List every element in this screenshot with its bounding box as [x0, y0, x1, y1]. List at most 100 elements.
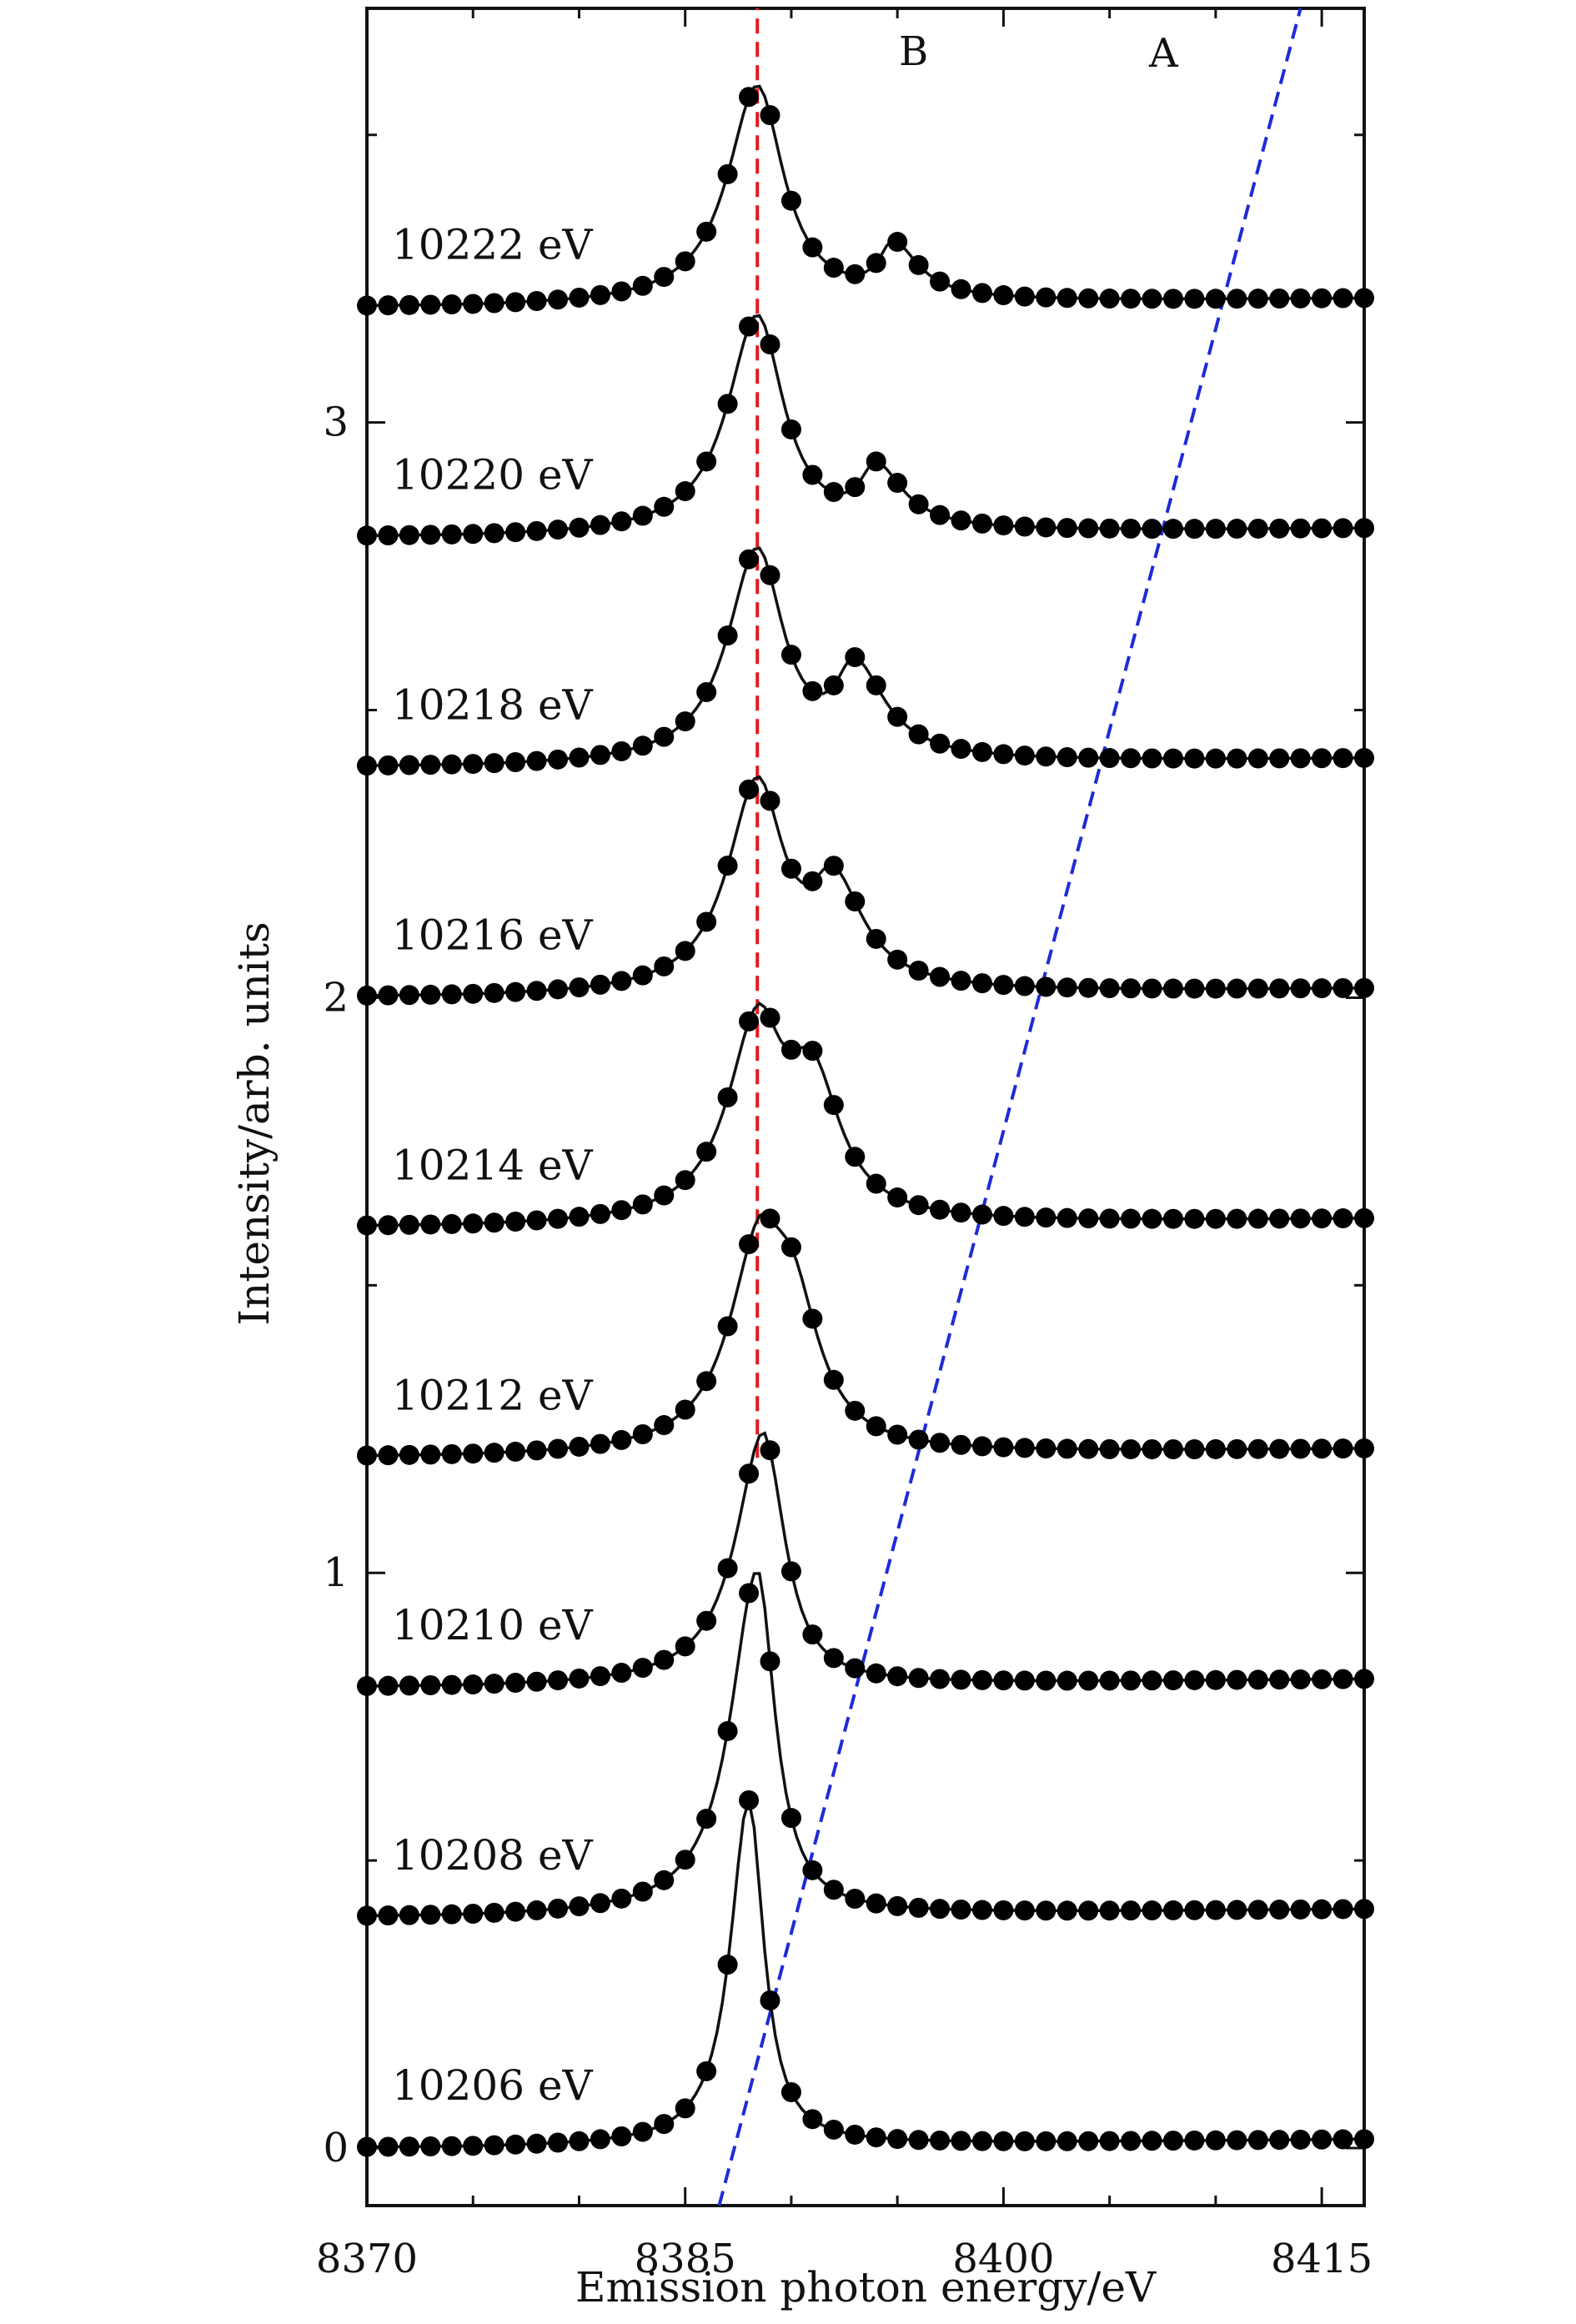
data-point: [632, 275, 653, 296]
data-point: [654, 1415, 675, 1436]
data-point: [611, 1888, 632, 1909]
data-point: [420, 755, 441, 776]
data-point: [357, 1905, 377, 1926]
data-point: [611, 1429, 632, 1450]
data-point: [1162, 1439, 1183, 1460]
data-point: [1162, 978, 1183, 999]
data-point: [632, 505, 653, 526]
data-point: [1269, 518, 1290, 539]
data-point: [866, 1893, 886, 1914]
data-point: [1290, 1899, 1311, 1920]
data-point: [378, 295, 399, 316]
data-point: [1205, 1900, 1226, 1920]
data-point: [1290, 288, 1311, 309]
data-point: [1014, 2131, 1035, 2151]
data-point: [675, 2098, 695, 2119]
data-point: [802, 1041, 823, 1062]
data-point: [866, 451, 886, 472]
data-point: [971, 2131, 992, 2151]
y-tick-label: 0: [323, 2125, 349, 2171]
data-point: [1290, 518, 1311, 539]
reference-line-a: [717, 8, 1302, 2206]
data-point: [441, 524, 462, 545]
data-point: [548, 1208, 569, 1229]
data-point: [1205, 2130, 1226, 2151]
data-point: [399, 985, 419, 1006]
data-point: [1205, 978, 1226, 999]
data-point: [1078, 1438, 1099, 1459]
data-point: [590, 2129, 610, 2150]
data-point: [908, 961, 929, 981]
data-point: [1078, 1900, 1099, 1921]
data-point: [569, 1207, 590, 1227]
data-point: [441, 294, 462, 314]
data-point: [1036, 746, 1057, 767]
data-point: [1078, 977, 1099, 998]
data-point: [1227, 1669, 1247, 1690]
x-axis-label: Emission photon energy/eV: [575, 2263, 1157, 2311]
data-point: [971, 1204, 992, 1225]
data-point: [1227, 2130, 1247, 2151]
data-point: [548, 2132, 569, 2153]
data-point: [526, 1210, 547, 1231]
data-point: [675, 711, 695, 732]
data-point: [739, 87, 760, 108]
data-point: [930, 733, 951, 754]
data-point: [1227, 519, 1247, 540]
data-point: [1247, 289, 1268, 309]
data-point: [505, 522, 526, 543]
data-point: [675, 1399, 695, 1420]
data-point: [1333, 748, 1353, 769]
data-point: [1290, 1208, 1311, 1229]
data-point: [632, 1881, 653, 1902]
data-point: [951, 971, 971, 991]
data-point: [378, 525, 399, 546]
series-label: 10210 eV: [392, 1601, 594, 1649]
data-point: [1014, 516, 1035, 537]
data-point: [971, 1669, 992, 1690]
data-point: [357, 985, 377, 1006]
y-tick-label: 1: [323, 1549, 349, 1596]
data-point: [993, 285, 1014, 306]
data-point: [441, 2136, 462, 2156]
data-point: [590, 1203, 610, 1224]
data-point: [951, 1434, 971, 1455]
data-point: [760, 334, 780, 355]
data-point: [1057, 2131, 1077, 2151]
series-label: 10206 eV: [392, 2061, 594, 2110]
data-point: [802, 1624, 823, 1645]
data-point: [1057, 1438, 1077, 1459]
data-point: [548, 520, 569, 540]
data-point: [717, 1316, 738, 1337]
data-point: [590, 514, 610, 535]
data-point: [1354, 518, 1374, 539]
data-point: [484, 523, 504, 544]
data-point: [1057, 1670, 1077, 1691]
y-tick-label: 3: [323, 399, 349, 446]
y-tick-label: 2: [323, 974, 349, 1021]
data-point: [1121, 519, 1142, 540]
data-point: [739, 549, 760, 570]
data-point: [441, 1443, 462, 1464]
data-point: [1269, 1438, 1290, 1459]
data-point: [1269, 1208, 1290, 1229]
data-point: [1205, 289, 1226, 309]
data-point: [908, 1897, 929, 1918]
data-point: [1247, 1438, 1268, 1459]
data-point: [930, 966, 951, 987]
data-point: [654, 496, 675, 517]
data-point: [378, 755, 399, 776]
data-point: [1014, 1900, 1035, 1921]
series-label: 10220 eV: [392, 451, 594, 499]
data-point: [908, 1429, 929, 1450]
data-point: [1354, 1899, 1374, 1920]
data-point: [569, 747, 590, 768]
data-point: [654, 267, 675, 288]
data-point: [548, 979, 569, 1000]
data-point: [1312, 978, 1333, 999]
data-point: [780, 1808, 801, 1829]
data-point: [1184, 1438, 1205, 1459]
data-point: [1354, 1438, 1374, 1458]
data-point: [441, 1674, 462, 1695]
